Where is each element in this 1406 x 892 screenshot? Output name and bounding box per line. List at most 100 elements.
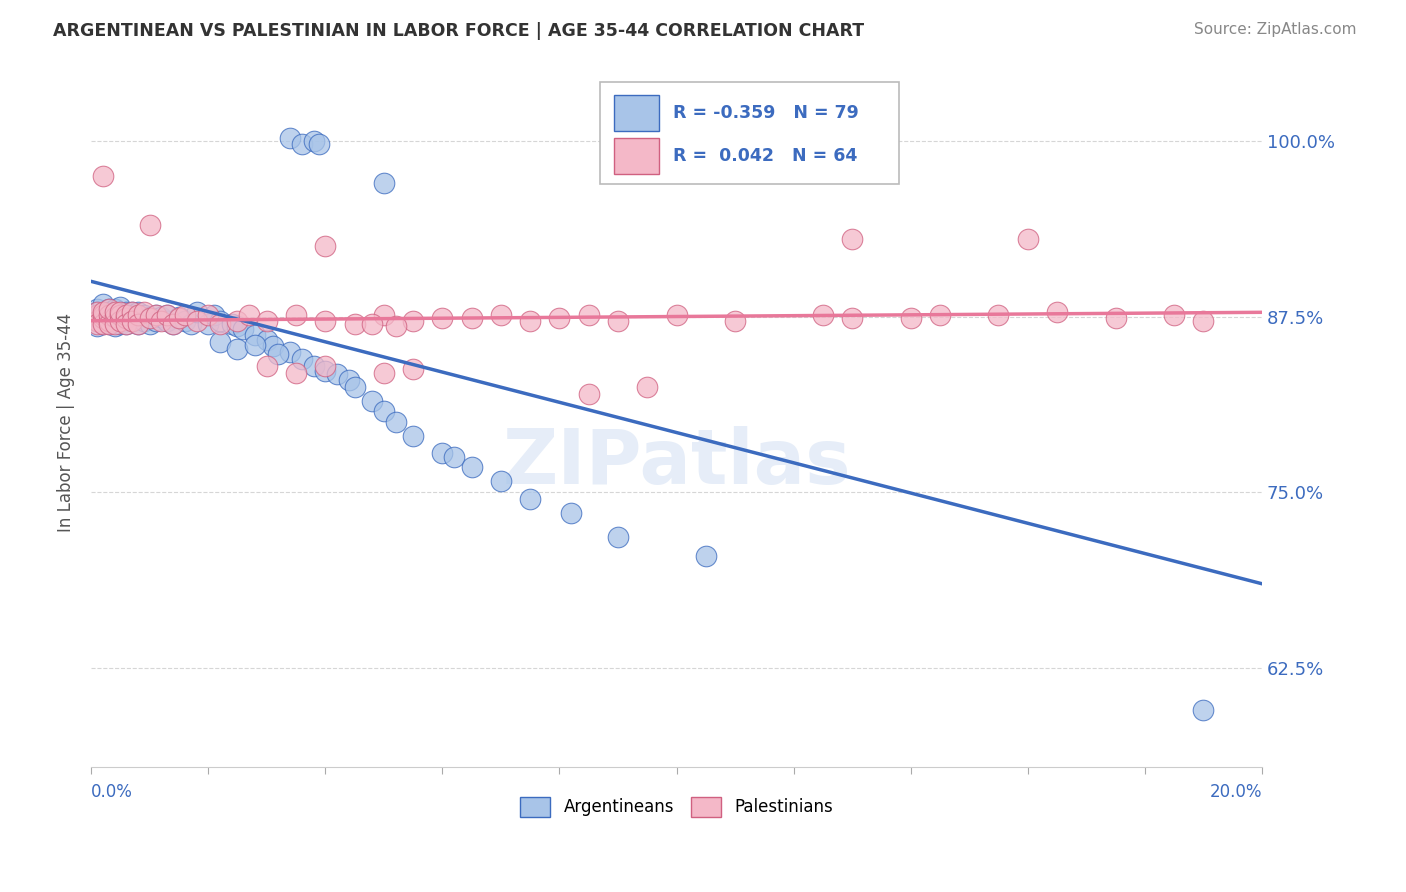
Point [97, 314, 120, 328]
Point [162, 317, 184, 331]
Point [519, 314, 541, 328]
Point [402, 314, 425, 328]
Point [97, 314, 120, 328]
Point [256, 359, 278, 373]
Point [519, 492, 541, 507]
Point [150, 314, 173, 328]
Text: 20.0%: 20.0% [1209, 783, 1263, 801]
Text: R = -0.359   N = 79: R = -0.359 N = 79 [673, 103, 859, 121]
Point [110, 308, 132, 322]
Point [91, 314, 114, 328]
Point [91, 310, 114, 325]
Point [103, 317, 125, 331]
Point [308, 136, 330, 151]
Point [97, 305, 120, 319]
Point [132, 308, 155, 322]
Point [1104, 310, 1126, 325]
FancyBboxPatch shape [600, 82, 898, 185]
Point [103, 310, 125, 324]
Point [167, 310, 190, 324]
Point [186, 314, 208, 328]
Point [548, 310, 571, 325]
Point [97, 317, 120, 331]
Point [432, 310, 454, 325]
Point [97, 317, 120, 331]
Point [110, 317, 132, 331]
FancyBboxPatch shape [614, 95, 659, 130]
Point [285, 308, 308, 322]
Point [578, 308, 600, 322]
Point [156, 308, 179, 322]
Point [132, 314, 155, 328]
Point [156, 308, 179, 322]
Point [138, 218, 160, 232]
Point [97, 302, 120, 317]
FancyBboxPatch shape [614, 138, 659, 174]
Point [695, 549, 717, 563]
Point [197, 317, 219, 331]
Point [226, 314, 249, 328]
Point [138, 310, 160, 325]
Point [578, 387, 600, 401]
Point [186, 305, 208, 319]
Point [302, 134, 325, 148]
Point [636, 380, 658, 394]
Point [86, 317, 108, 331]
Point [337, 373, 360, 387]
Point [1163, 308, 1185, 322]
Legend: Argentineans, Palestinians: Argentineans, Palestinians [513, 790, 839, 823]
Point [103, 305, 125, 319]
Point [1046, 305, 1069, 319]
Point [110, 310, 132, 324]
Point [180, 317, 202, 331]
Point [238, 308, 260, 322]
Point [91, 297, 114, 311]
Point [150, 310, 173, 324]
Point [373, 403, 395, 417]
Point [443, 450, 465, 465]
Point [91, 305, 114, 319]
Point [1192, 314, 1215, 328]
Point [291, 351, 314, 366]
Point [91, 317, 114, 331]
Point [811, 308, 834, 322]
Point [402, 429, 425, 443]
Point [127, 317, 149, 331]
Point [91, 317, 114, 331]
Point [841, 310, 863, 325]
Point [97, 308, 120, 322]
Point [91, 308, 114, 322]
Point [314, 359, 336, 373]
Point [97, 310, 120, 325]
Point [103, 302, 125, 317]
Point [343, 380, 366, 394]
Point [121, 314, 143, 328]
Point [243, 337, 266, 351]
Point [127, 308, 149, 322]
Text: 0.0%: 0.0% [91, 783, 134, 801]
Point [987, 308, 1010, 322]
Point [110, 314, 132, 328]
Point [560, 507, 582, 521]
Point [232, 322, 254, 336]
Point [115, 305, 138, 319]
Point [115, 308, 138, 322]
Point [929, 308, 952, 322]
Point [103, 310, 125, 324]
Point [91, 169, 114, 183]
Point [208, 317, 231, 331]
Point [489, 308, 512, 322]
Point [384, 415, 406, 429]
Point [103, 319, 125, 334]
Point [145, 314, 167, 328]
Point [202, 308, 225, 322]
Point [138, 317, 160, 331]
Point [167, 310, 190, 325]
Point [373, 308, 395, 322]
Point [208, 314, 231, 328]
Point [256, 314, 278, 328]
Point [97, 308, 120, 322]
Point [127, 317, 149, 331]
Point [127, 305, 149, 319]
Point [115, 317, 138, 331]
